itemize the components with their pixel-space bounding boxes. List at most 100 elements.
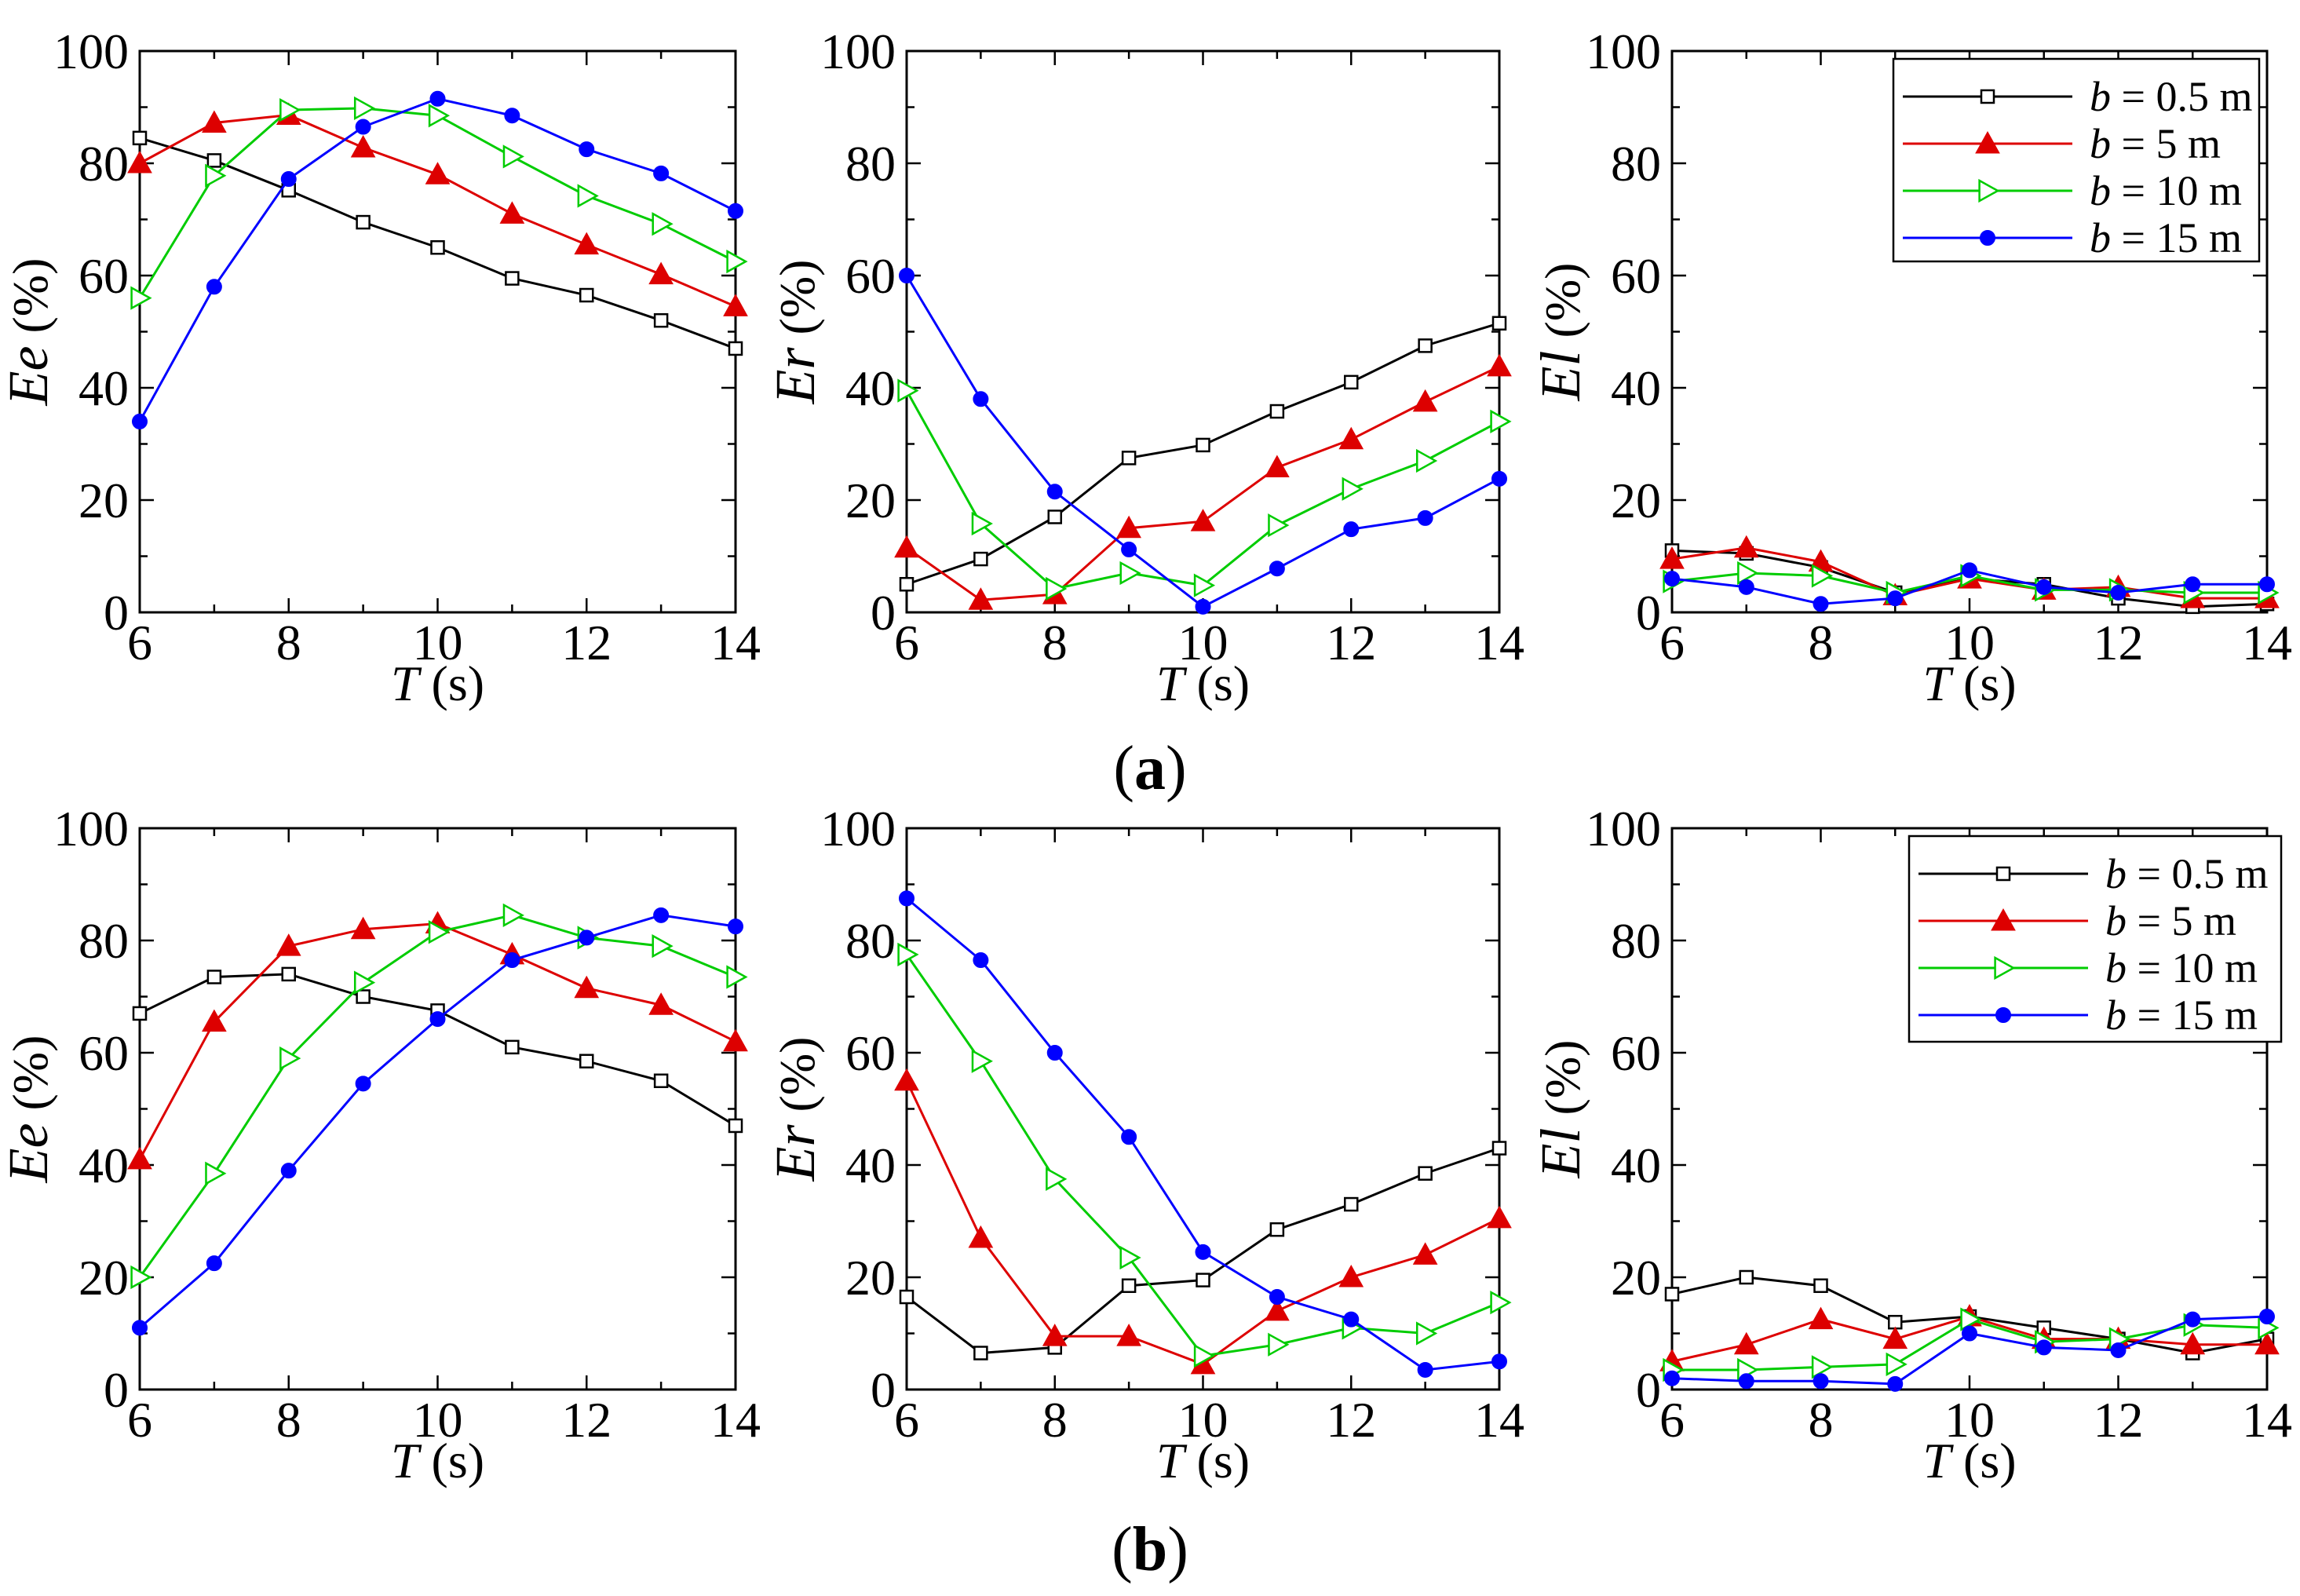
marker-right-triangle: [1268, 1332, 1290, 1357]
marker-circle: [1813, 596, 1829, 612]
y-tick-label: 40: [1611, 1138, 1661, 1193]
y-axis-var: El: [1529, 350, 1592, 401]
marker-square: [356, 989, 371, 1004]
marker-square: [1418, 338, 1433, 353]
legend-var: b: [2090, 214, 2111, 261]
marker-square: [356, 214, 371, 230]
marker-circle: [1491, 470, 1507, 487]
x-tick-label: 8: [276, 1392, 301, 1448]
series-line: [138, 914, 736, 1278]
legend-text: = 15 m: [2111, 214, 2242, 261]
marker-triangle: [276, 933, 301, 956]
series-line: [138, 97, 736, 422]
marker-circle: [728, 203, 743, 219]
marker-right-triangle: [1119, 561, 1141, 586]
panel-label-part: b: [1133, 1515, 1168, 1584]
marker-right-triangle: [1811, 1355, 1834, 1379]
marker-triangle: [1733, 535, 1759, 558]
marker-circle: [1121, 1129, 1137, 1145]
marker-triangle: [1991, 908, 2016, 931]
y-tick-label: 80: [845, 136, 896, 192]
marker-right-triangle: [897, 378, 919, 403]
x-axis-title: T (s): [1156, 656, 1250, 711]
legend-entry-label: b = 5 m: [2105, 897, 2236, 944]
marker-circle: [1887, 1375, 1904, 1392]
x-tick-label: 6: [894, 1392, 919, 1448]
marker-square: [1269, 404, 1285, 419]
marker-circle: [2259, 1309, 2275, 1325]
x-tick-label: 10: [1944, 615, 1995, 670]
x-tick-label: 12: [561, 1392, 612, 1448]
marker-square: [1980, 89, 1995, 104]
x-tick-label: 14: [2242, 615, 2292, 670]
marker-triangle: [574, 975, 600, 999]
x-tick-label: 10: [1178, 1392, 1228, 1448]
marker-right-triangle: [428, 104, 451, 128]
marker-triangle: [1265, 1298, 1290, 1321]
marker-square: [1664, 1287, 1680, 1302]
marker-triangle: [1412, 389, 1438, 412]
x-tick-label: 10: [1178, 615, 1228, 670]
y-tick-label: 0: [104, 585, 129, 641]
marker-circle: [504, 952, 520, 969]
marker-square: [1491, 1141, 1507, 1156]
marker-circle: [1995, 1007, 2011, 1023]
marker-right-triangle: [205, 163, 227, 188]
y-tick-label: 60: [1611, 248, 1661, 304]
marker-right-triangle: [1415, 1321, 1438, 1346]
y-axis-unit: (%): [1535, 1040, 1590, 1128]
y-tick-label: 0: [1636, 1362, 1661, 1418]
y-tick-label: 80: [1611, 136, 1661, 192]
marker-square: [899, 577, 915, 592]
x-axis-unit: (s): [1185, 1433, 1250, 1488]
series-line: [139, 973, 736, 1127]
x-axis-var: T: [1922, 1433, 1954, 1488]
marker-right-triangle: [897, 942, 919, 966]
legend-entry-label: b = 15 m: [2105, 992, 2258, 1039]
marker-square: [579, 287, 594, 303]
x-axis-var: T: [391, 656, 422, 711]
marker-square: [899, 1289, 915, 1305]
marker-square: [430, 240, 445, 255]
x-tick-label: 10: [1944, 1392, 1995, 1448]
y-tick-label: 20: [1611, 1250, 1661, 1306]
panel-label-part: ): [1167, 1515, 1188, 1584]
x-axis-title: T (s): [391, 1433, 484, 1488]
legend-text: = 5 m: [2127, 897, 2236, 944]
chart-panel-b-ee: 6 8 10 12 14 0 20 40 60 80 100 T (s) Ee (%): [0, 801, 761, 1488]
legend-entry-label: b = 5 m: [2090, 120, 2221, 167]
marker-triangle: [1487, 1205, 1512, 1229]
marker-triangle: [1116, 1324, 1141, 1346]
marker-circle: [1343, 521, 1360, 538]
marker-circle: [1491, 1353, 1507, 1370]
marker-right-triangle: [130, 1265, 152, 1290]
marker-right-triangle: [1811, 564, 1834, 588]
series-b-5-m: [894, 1068, 1512, 1375]
y-tick-label: 80: [1611, 913, 1661, 969]
x-tick-label: 14: [1474, 615, 1524, 670]
marker-square: [281, 966, 296, 982]
marker-right-triangle: [652, 934, 674, 959]
y-tick-label: 100: [53, 801, 129, 856]
x-axis-var: T: [1922, 656, 1954, 711]
marker-circle: [1887, 590, 1904, 607]
x-tick-label: 12: [561, 615, 612, 670]
series-line: [905, 389, 1500, 590]
marker-triangle: [1659, 546, 1685, 569]
marker-square: [1047, 509, 1062, 524]
marker-square: [206, 153, 222, 168]
marker-square: [728, 1118, 743, 1134]
marker-circle: [2110, 1342, 2127, 1358]
marker-right-triangle: [502, 144, 524, 169]
y-tick-label: 80: [845, 913, 896, 969]
marker-circle: [899, 890, 915, 907]
marker-triangle: [499, 201, 525, 224]
marker-square: [505, 1039, 520, 1055]
marker-circle: [653, 165, 670, 181]
x-tick-label: 12: [2094, 615, 2144, 670]
marker-square: [579, 1054, 594, 1068]
panel-label-part: (: [1112, 1515, 1133, 1584]
marker-right-triangle: [1268, 513, 1290, 538]
marker-triangle: [894, 535, 919, 558]
